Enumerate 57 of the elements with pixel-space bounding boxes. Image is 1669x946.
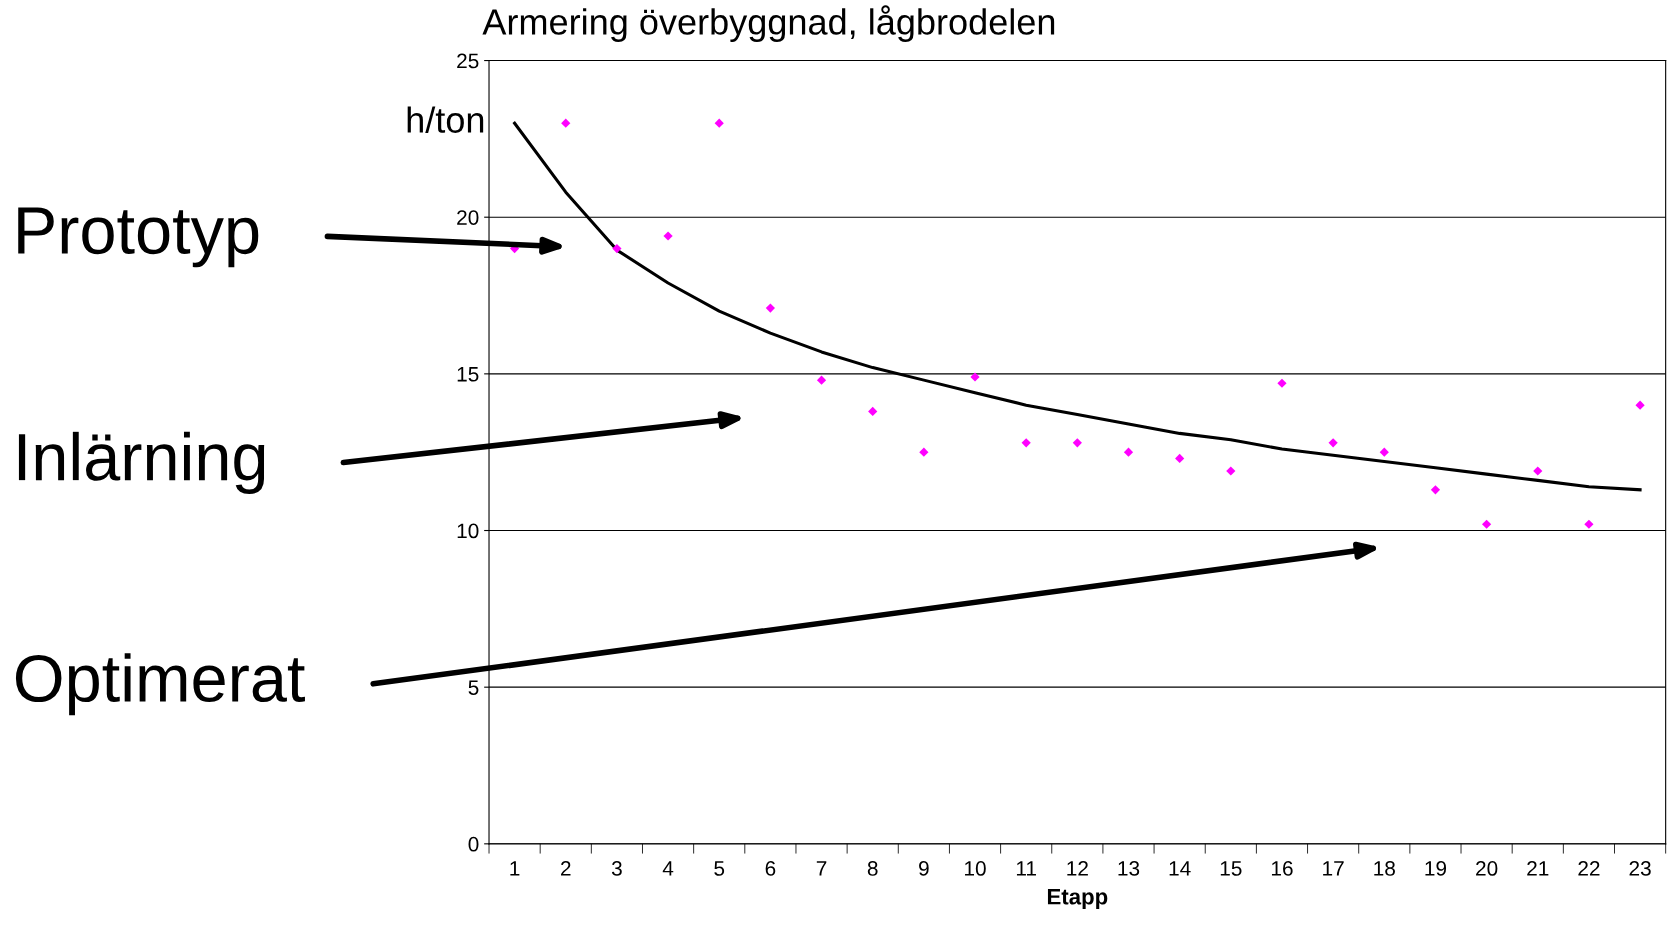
x-tick-label: 1 [510,861,520,876]
y-tick-label: 15 [457,367,479,382]
x-tick-label: 4 [662,861,674,876]
y-axis-title: h/ton [407,106,484,133]
point [1021,438,1031,448]
x-tick-label: 21 [1527,861,1549,876]
point [1328,438,1338,448]
chart-title: Armering överbyggnad, lågbrodelen [482,5,1055,42]
text: Optimerat [15,653,305,716]
x-tick-label: 7 [816,861,827,876]
point [561,118,571,128]
point [663,231,673,241]
point [1175,453,1185,464]
point [816,375,827,385]
x-tick-label: 17 [1323,861,1344,876]
x-axis-title: Etapp [1047,889,1108,909]
point [1277,378,1287,388]
x-tick-label: 16 [1271,861,1293,876]
point [1379,447,1389,457]
x-tick-label: 15 [1220,861,1242,876]
point [765,303,775,313]
point [714,118,724,128]
x-tick-label: 5 [714,861,725,876]
x-tick-label: 20 [1476,861,1498,876]
y-tick-label: 5 [468,680,479,695]
point [1430,485,1441,495]
x-tick-label: 2 [561,861,571,876]
text: Inlärning [18,431,265,494]
x-tick-label: 13 [1118,861,1140,876]
x-tick-label: 22 [1578,861,1600,876]
point [868,406,878,417]
x-tick-label: 19 [1425,861,1447,876]
y-tick-label: 20 [457,210,479,225]
point [1482,519,1492,529]
point [1123,447,1134,457]
point [1533,466,1543,476]
x-tick-label: 3 [611,861,622,876]
x-tick-label: 12 [1067,861,1088,876]
point [919,447,929,457]
x-tick-label: 9 [919,861,929,876]
point [612,243,622,254]
x-tick-label: 11 [1016,861,1036,876]
x-tick-label: 14 [1169,861,1191,876]
text: Prototyp [18,207,259,268]
y-tick-label: 10 [457,523,479,539]
point [970,372,980,382]
point [1226,466,1236,476]
x-tick-label: 23 [1629,861,1651,876]
x-tick-label: 6 [765,861,776,876]
x-tick-label: 18 [1374,861,1395,876]
x-tick-label: 8 [867,861,878,876]
y-tick-label: 25 [457,53,479,69]
point [1584,519,1594,529]
point [1635,400,1645,410]
point [1072,438,1082,448]
y-tick-label: 0 [468,836,479,852]
x-tick-label: 10 [965,861,986,876]
